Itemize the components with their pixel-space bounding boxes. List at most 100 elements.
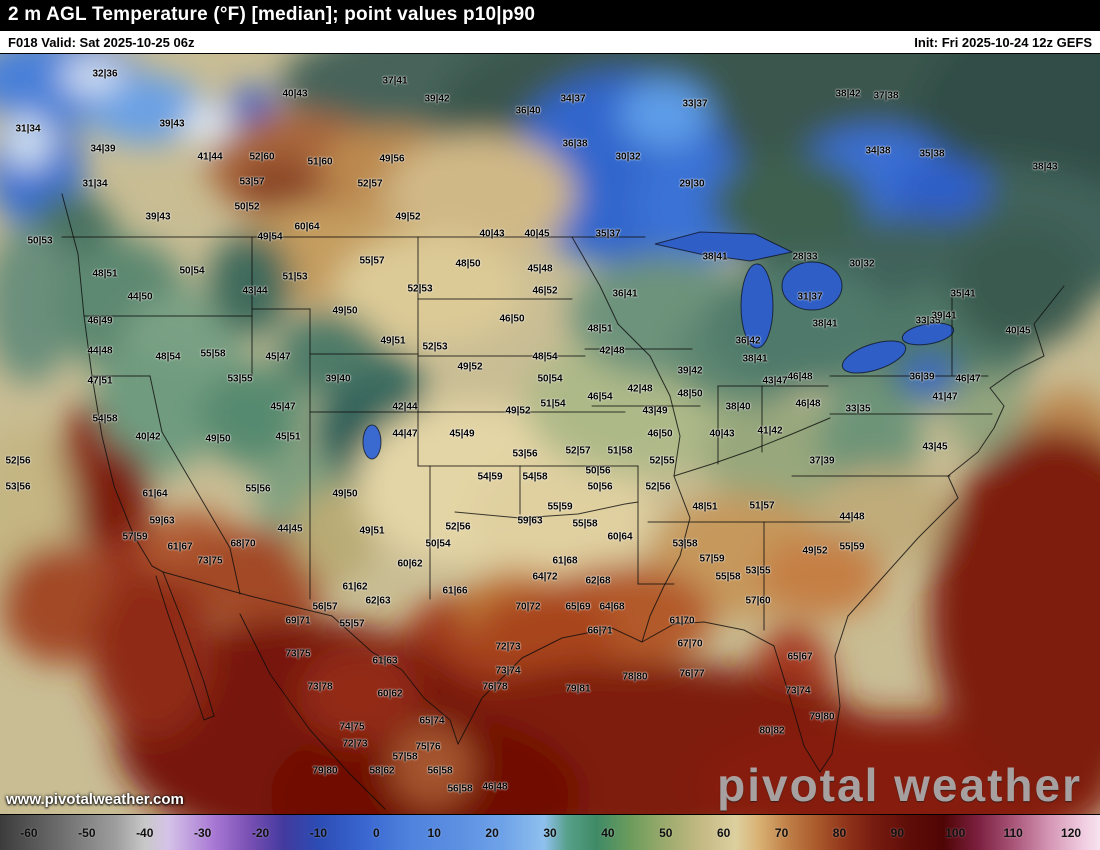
point-value: 38|41 (702, 251, 728, 263)
point-value: 55|56 (245, 483, 271, 495)
point-value: 39|41 (931, 310, 957, 322)
point-value: 48|51 (587, 323, 613, 335)
point-value: 52|53 (422, 341, 448, 353)
point-value: 44|48 (87, 345, 113, 357)
point-value: 42|44 (392, 401, 418, 413)
point-value: 45|51 (275, 431, 301, 443)
point-value: 64|68 (599, 601, 625, 613)
point-value: 52|55 (649, 455, 675, 467)
point-value: 47|51 (87, 375, 113, 387)
point-value: 61|67 (167, 541, 193, 553)
point-value: 44|50 (127, 291, 153, 303)
point-value: 55|57 (339, 618, 365, 630)
point-value: 53|58 (672, 538, 698, 550)
point-value: 56|57 (312, 601, 338, 613)
point-value: 55|59 (547, 501, 573, 513)
point-value: 33|37 (682, 98, 708, 110)
point-value: 75|76 (415, 741, 441, 753)
colorbar-tick: 60 (716, 825, 731, 840)
point-value: 34|38 (865, 145, 891, 157)
map-canvas[interactable]: 32|36 37|41 40|43 39|42 34|37 33|37 38|42 37|38… (0, 54, 1100, 814)
point-value: 49|56 (379, 153, 405, 165)
point-value: 60|62 (397, 558, 423, 570)
point-value: 60|64 (607, 531, 633, 543)
point-value: 30|32 (615, 151, 641, 163)
point-value: 34|37 (560, 93, 586, 105)
point-value: 32|36 (92, 68, 118, 80)
point-value: 50|54 (537, 373, 563, 385)
point-value: 61|62 (342, 581, 368, 593)
point-value: 49|50 (205, 433, 231, 445)
point-value: 41|44 (197, 151, 223, 163)
state-country-borders (61, 193, 1065, 810)
point-value: 61|68 (552, 555, 578, 567)
point-value: 31|34 (15, 123, 41, 135)
point-value: 50|54 (425, 538, 451, 550)
point-value: 46|48 (787, 371, 813, 383)
point-value: 57|58 (392, 751, 418, 763)
point-value: 61|70 (669, 615, 695, 627)
point-value: 38|43 (1032, 161, 1058, 173)
point-value: 57|59 (122, 531, 148, 543)
point-value: 48|51 (692, 501, 718, 513)
point-value: 40|45 (524, 228, 550, 240)
point-value: 34|39 (90, 143, 116, 155)
temperature-field-map (0, 54, 1100, 814)
point-value: 56|58 (447, 783, 473, 795)
colorbar-tick: 20 (485, 825, 499, 840)
point-value: 43|49 (642, 405, 668, 417)
point-value: 55|58 (572, 518, 598, 530)
point-value: 59|63 (149, 515, 175, 527)
point-value: 60|64 (294, 221, 320, 233)
point-value: 54|58 (92, 413, 118, 425)
point-value: 31|37 (797, 291, 823, 303)
temperature-colorbar: -60 -50 -40 -30 -20 -10 0 10 20 30 40 50 60 70 80 90 100… (0, 814, 1100, 850)
point-value: 46|48 (482, 781, 508, 793)
point-value: 65|74 (419, 715, 445, 727)
point-value: 55|58 (200, 348, 226, 360)
point-value: 39|40 (325, 373, 351, 385)
colorbar-tick: 10 (427, 825, 441, 840)
point-value: 60|62 (377, 688, 403, 700)
colorbar-tick: 70 (774, 825, 789, 840)
point-value: 45|47 (265, 351, 291, 363)
point-value: 36|38 (562, 138, 588, 150)
point-value: 51|57 (749, 500, 775, 512)
point-value: 38|42 (835, 88, 861, 100)
point-value: 36|40 (515, 105, 541, 117)
point-value: 78|80 (622, 671, 648, 683)
colorbar-tick: 100 (945, 825, 966, 840)
point-value: 49|51 (359, 525, 385, 537)
point-value: 73|75 (285, 648, 311, 660)
point-value: 49|50 (332, 305, 358, 317)
point-value: 61|66 (442, 585, 468, 597)
point-value: 79|81 (565, 683, 591, 695)
point-value: 46|47 (955, 373, 981, 385)
point-value: 35|41 (950, 288, 976, 300)
point-value: 40|43 (479, 228, 505, 240)
point-value: 36|42 (735, 335, 761, 347)
point-value: 67|70 (677, 638, 703, 650)
point-value: 50|53 (27, 235, 53, 247)
point-value: 52|57 (357, 178, 383, 190)
point-value: 49|52 (505, 405, 531, 417)
colorbar-tick: 50 (659, 825, 673, 840)
point-value: 39|43 (159, 118, 185, 130)
point-value: 33|35 (845, 403, 871, 415)
point-value: 43|44 (242, 285, 268, 297)
point-value: 36|41 (612, 288, 638, 300)
temperature-shading (0, 54, 1100, 814)
point-value: 42|48 (627, 383, 653, 395)
point-value: 41|42 (757, 425, 783, 437)
colorbar-tick: 0 (372, 825, 380, 840)
point-value: 48|50 (677, 388, 703, 400)
point-value: 62|68 (585, 575, 611, 587)
point-value: 80|82 (759, 725, 785, 737)
colorbar-tick: 30 (543, 825, 557, 840)
info-bar: F018 Valid: Sat 2025-10-25 06z Init: Fri… (0, 30, 1100, 54)
point-value: 49|52 (802, 545, 828, 557)
point-value: 73|74 (785, 685, 811, 697)
point-value: 72|73 (495, 641, 521, 653)
point-value: 40|45 (1005, 325, 1031, 337)
point-value: 45|47 (270, 401, 296, 413)
